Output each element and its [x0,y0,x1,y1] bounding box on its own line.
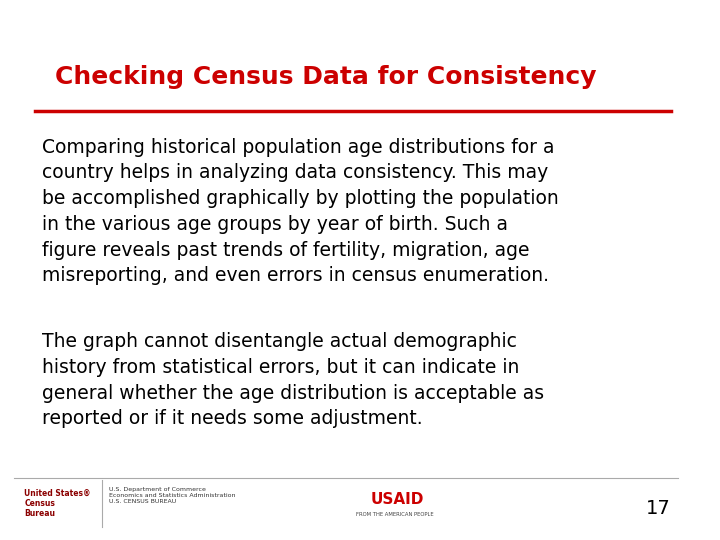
Text: Comparing historical population age distributions for a
country helps in analyzi: Comparing historical population age dist… [42,138,558,286]
Text: U.S. Department of Commerce
Economics and Statistics Administration
U.S. CENSUS : U.S. Department of Commerce Economics an… [109,487,236,504]
Text: Checking Census Data for Consistency: Checking Census Data for Consistency [55,65,597,89]
Text: 17: 17 [647,500,671,518]
Text: FROM THE AMERICAN PEOPLE: FROM THE AMERICAN PEOPLE [356,512,434,517]
Text: USAID: USAID [370,492,423,508]
Text: The graph cannot disentangle actual demographic
history from statistical errors,: The graph cannot disentangle actual demo… [42,332,544,428]
Text: United States®
Census
Bureau: United States® Census Bureau [24,489,91,518]
